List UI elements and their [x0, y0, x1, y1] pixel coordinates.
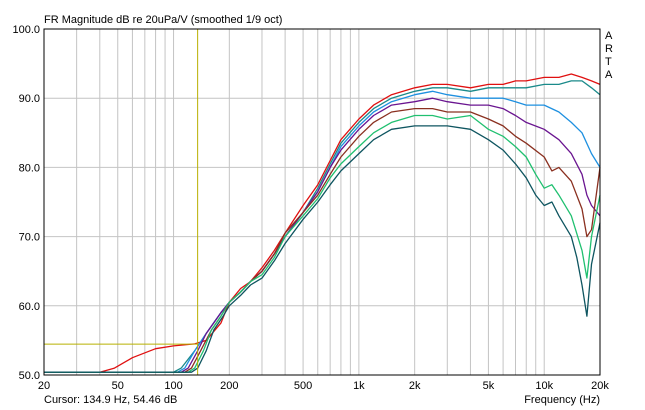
- minor-grid: [76, 29, 545, 375]
- brand-letter: T: [605, 56, 612, 68]
- arta-brand-label: A R T A: [605, 30, 613, 81]
- x-tick-label: 1k: [353, 380, 365, 392]
- series-line: [44, 97, 601, 373]
- x-tick-label: 500: [294, 380, 312, 392]
- plot-frame: [43, 28, 601, 376]
- y-tick-label: 70.0: [19, 232, 40, 244]
- series-line: [44, 114, 601, 373]
- chart-title: FR Magnitude dB re 20uPa/V (smoothed 1/9…: [44, 14, 282, 26]
- brand-letter: R: [605, 43, 613, 55]
- series-line: [44, 125, 601, 373]
- x-tick-label: 2k: [409, 380, 421, 392]
- x-tick-label: 50: [112, 380, 124, 392]
- x-tick-label: 10k: [535, 380, 553, 392]
- x-axis-tick-labels: 20 50 100 200 500 1k 2k 5k 10k 20k: [38, 380, 609, 392]
- series-group: [44, 73, 601, 373]
- brand-letter: A: [605, 69, 613, 81]
- x-tick-label: 100: [164, 380, 182, 392]
- x-tick-label: 20k: [591, 380, 609, 392]
- y-tick-label: 50.0: [19, 370, 40, 382]
- x-axis-label: Frequency (Hz): [524, 394, 600, 406]
- x-tick-label: 200: [220, 380, 238, 392]
- y-tick-label: 90.0: [19, 93, 40, 105]
- y-tick-label: 60.0: [19, 301, 40, 313]
- brand-letter: A: [605, 30, 613, 42]
- y-axis-tick-labels: 50.0 60.0 70.0 80.0 90.0 100.0: [12, 24, 40, 382]
- cursor-readout: Cursor: 134.9 Hz, 54.46 dB: [44, 394, 177, 406]
- plot-area[interactable]: [44, 29, 600, 375]
- x-tick-label: 5k: [483, 380, 495, 392]
- y-tick-label: 80.0: [19, 162, 40, 174]
- y-tick-label: 100.0: [12, 24, 40, 36]
- x-tick-label: 20: [38, 380, 50, 392]
